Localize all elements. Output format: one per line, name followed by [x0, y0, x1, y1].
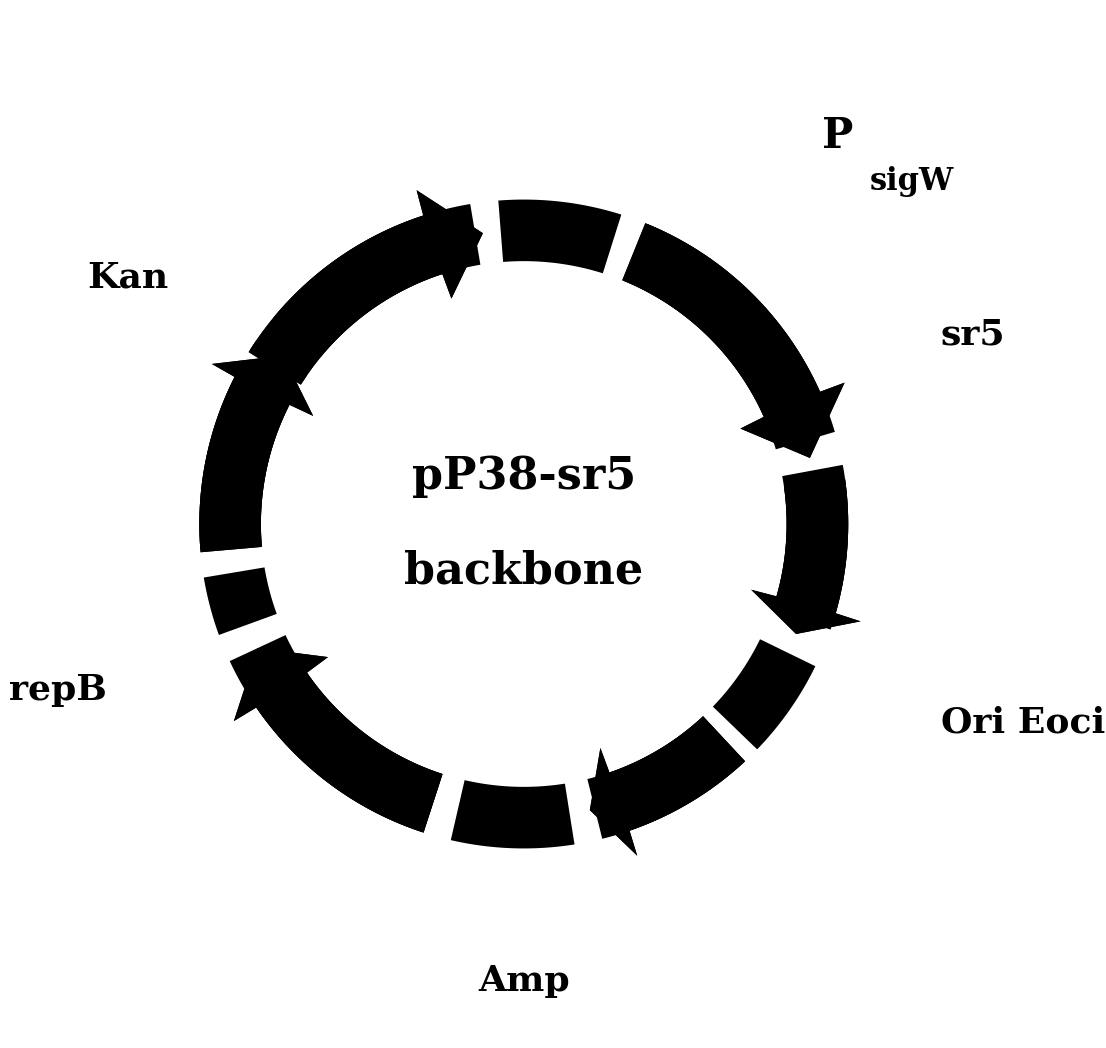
- Text: Amp: Amp: [478, 964, 570, 999]
- Text: Kan: Kan: [87, 261, 168, 294]
- Polygon shape: [233, 348, 304, 403]
- Polygon shape: [589, 716, 745, 856]
- Text: sr5: sr5: [940, 318, 1005, 351]
- Polygon shape: [589, 716, 745, 856]
- Polygon shape: [751, 479, 860, 634]
- Polygon shape: [751, 479, 860, 634]
- Text: Ori Eoci: Ori Eoci: [940, 706, 1105, 740]
- Polygon shape: [233, 648, 442, 832]
- Polygon shape: [233, 648, 442, 832]
- Polygon shape: [470, 198, 503, 267]
- Text: repB: repB: [9, 673, 107, 706]
- Text: sigW: sigW: [869, 167, 953, 197]
- Polygon shape: [623, 223, 845, 458]
- Polygon shape: [199, 355, 313, 552]
- Polygon shape: [199, 355, 313, 552]
- Polygon shape: [249, 190, 483, 385]
- Polygon shape: [602, 213, 649, 283]
- Polygon shape: [623, 223, 845, 458]
- Polygon shape: [254, 316, 323, 376]
- Polygon shape: [249, 190, 483, 385]
- Polygon shape: [773, 431, 845, 477]
- Polygon shape: [198, 545, 267, 577]
- Polygon shape: [564, 777, 603, 847]
- Text: P: P: [822, 114, 854, 156]
- Polygon shape: [217, 613, 288, 662]
- Text: backbone: backbone: [404, 550, 644, 593]
- Polygon shape: [422, 771, 466, 843]
- Text: pP38-sr5: pP38-sr5: [411, 455, 636, 498]
- Polygon shape: [758, 609, 833, 668]
- Polygon shape: [701, 705, 759, 763]
- Polygon shape: [199, 199, 848, 849]
